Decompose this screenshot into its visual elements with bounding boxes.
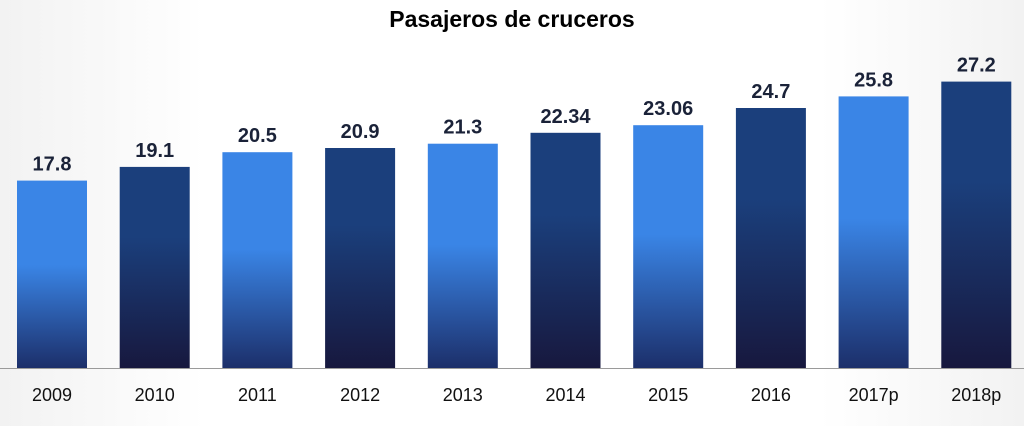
bar-2010 [119,166,190,368]
value-label-2013: 21.3 [443,117,482,139]
x-tick-2011: 2011 [238,385,277,405]
x-tick-2013: 2013 [443,385,483,405]
bar-2014 [530,132,601,368]
value-label-2011: 20.5 [238,125,277,147]
bar-2017p [838,96,909,369]
bar-2012 [325,148,396,368]
x-tick-2010: 2010 [135,385,175,405]
value-label-2010: 19.1 [135,140,174,162]
value-label-2012: 20.9 [341,121,380,143]
x-tick-2012: 2012 [340,385,380,405]
bar-2013 [427,143,498,368]
value-label-2009: 17.8 [33,154,72,176]
bar-2015 [633,125,704,368]
value-label-2017p: 25.8 [854,69,893,91]
bar-2018p [941,81,1012,368]
value-label-2018p: 27.2 [957,55,996,77]
x-tick-2014: 2014 [545,385,585,405]
x-tick-2009: 2009 [32,385,72,405]
x-tick-2018p: 2018p [951,385,1001,405]
bar-2011 [222,152,293,368]
value-label-2015: 23.06 [643,98,693,120]
bar-2016 [735,108,806,368]
bar-2009 [17,180,87,368]
value-label-2014: 22.34 [540,106,591,128]
x-tick-2015: 2015 [648,385,688,405]
chart-title: Pasajeros de cruceros [389,6,635,32]
x-tick-2016: 2016 [751,385,791,405]
x-tick-2017p: 2017p [849,385,899,405]
value-label-2016: 24.7 [751,81,790,103]
